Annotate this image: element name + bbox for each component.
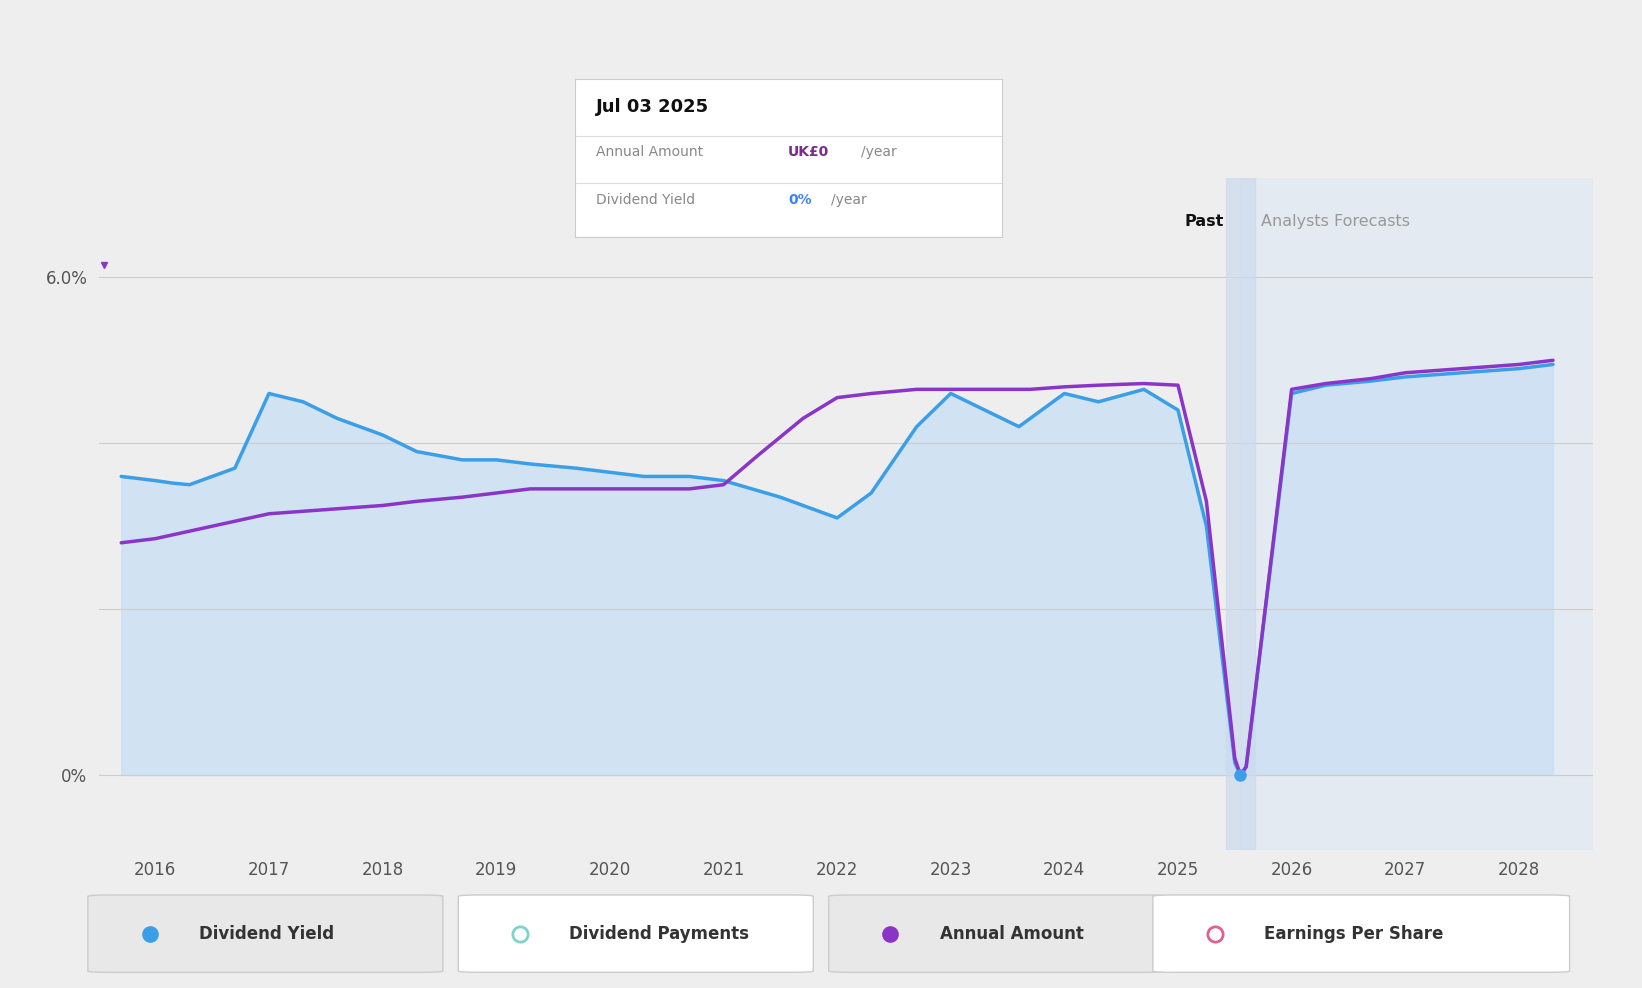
Text: Jul 03 2025: Jul 03 2025 xyxy=(596,98,709,116)
Text: 0%: 0% xyxy=(788,193,811,206)
FancyBboxPatch shape xyxy=(829,895,1169,972)
Text: Dividend Yield: Dividend Yield xyxy=(596,193,695,206)
Text: Dividend Payments: Dividend Payments xyxy=(570,925,749,943)
Text: Past: Past xyxy=(1184,214,1223,229)
FancyBboxPatch shape xyxy=(1153,895,1570,972)
Bar xyxy=(1240,178,1593,850)
Text: Annual Amount: Annual Amount xyxy=(596,145,703,159)
Bar xyxy=(1225,178,1254,850)
Text: Dividend Yield: Dividend Yield xyxy=(199,925,333,943)
FancyBboxPatch shape xyxy=(89,895,443,972)
Text: Analysts Forecasts: Analysts Forecasts xyxy=(1261,214,1410,229)
Text: Annual Amount: Annual Amount xyxy=(939,925,1084,943)
Text: UK£0: UK£0 xyxy=(788,145,829,159)
Text: Earnings Per Share: Earnings Per Share xyxy=(1264,925,1443,943)
Text: /year: /year xyxy=(860,145,897,159)
Text: /year: /year xyxy=(831,193,867,206)
FancyBboxPatch shape xyxy=(458,895,813,972)
